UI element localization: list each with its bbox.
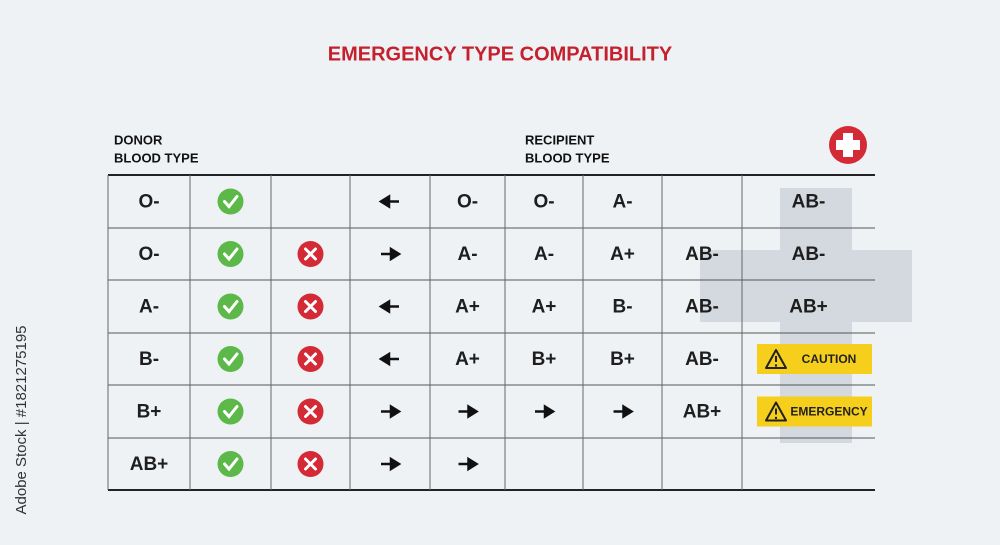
recipient-type: A- [612,192,632,213]
arrow-icon [458,404,479,419]
warning-dot [774,364,778,367]
cross-mark [304,352,317,366]
recipient-type: AB- [685,349,719,370]
recipient-label: RECIPIENT [525,132,594,147]
arrow-icon [535,404,556,419]
recipient-type: AB- [685,297,719,318]
recipient-type: O- [457,192,478,213]
check-mark [223,247,239,262]
donor-type: B- [139,349,159,370]
warning-dot [774,416,778,420]
arrow-icon [378,351,399,367]
check-circle [217,451,244,477]
recipient-type: AB- [792,244,826,265]
recipient-type: AB+ [789,297,828,318]
recipient-type: B+ [610,349,635,370]
donor-type: O- [138,244,159,265]
recipient-type: A+ [455,297,480,318]
arrow-icon [381,404,402,419]
warning-icon [765,401,787,422]
cross-mark [304,300,317,313]
check-mark [223,352,239,367]
check-circle [217,346,244,372]
check-mark [223,405,239,419]
recipient-type: A+ [532,297,557,318]
warning-icon [765,349,787,369]
donor-label: DONOR [114,132,163,147]
table: O- O- O- A- AB- O- A- A- A+ AB- AB- A- A+ A+ B- AB- AB+ B… [107,174,875,491]
recipient-type: A+ [455,349,480,370]
check-icon [217,188,244,215]
medical-icon [829,126,867,164]
recipient-label: BLOOD TYPE [525,150,610,165]
badge-text: EMERGENCY [790,405,867,419]
donor-type: A- [139,297,159,318]
badge: CAUTION [757,344,872,374]
check-mark [223,457,239,472]
arrow-icon [458,456,479,472]
check-circle [217,398,244,425]
check-circle [217,293,244,320]
recipient-type: O- [533,192,554,213]
arrow-icon [381,456,402,472]
arrow-icon [381,246,402,262]
check-circle [217,241,244,267]
check-circle [217,188,244,215]
badge: EMERGENCY [757,396,872,427]
donor-type: O- [138,192,159,213]
check-icon [217,346,244,372]
arrow-icon [378,194,399,209]
check-icon [217,293,244,320]
check-mark [223,300,239,314]
cross-icon [297,346,324,372]
arrow-icon [613,404,634,419]
check-mark [223,195,239,209]
check-icon [217,398,244,425]
title: EMERGENCY TYPE COMPATIBILITY [328,43,673,65]
arrow-icon [378,299,399,314]
recipient-type: A- [457,244,477,265]
recipient-type: AB- [685,244,719,265]
recipient-type: A+ [610,244,635,265]
donor-type: AB+ [130,454,169,475]
cross-icon [297,241,324,267]
cross-mark [304,247,317,261]
check-icon [217,451,244,477]
check-icon [217,241,244,267]
cross-mark [304,457,317,471]
recipient-type: B- [612,297,632,318]
recipient-type: AB+ [683,402,722,423]
side-text: Adobe Stock | #1821275195 [13,325,30,514]
donor-type: B+ [137,402,162,423]
cross-mark [304,405,317,418]
cross-icon [297,398,324,425]
recipient-type: A- [534,244,554,265]
recipient-type: B+ [532,349,557,370]
cross-icon [297,293,324,320]
donor-label: BLOOD TYPE [114,150,199,165]
badge-text: CAUTION [802,352,857,366]
recipient-type: AB- [792,192,826,213]
cross-icon [297,451,324,477]
